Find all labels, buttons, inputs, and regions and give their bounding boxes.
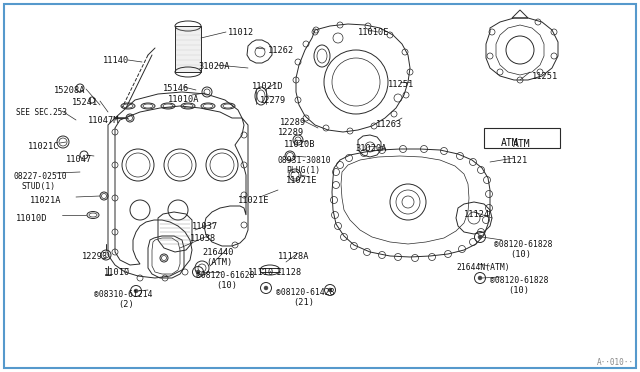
Text: 11010B: 11010B bbox=[284, 140, 316, 149]
Text: ®08120-61628: ®08120-61628 bbox=[196, 271, 255, 280]
Text: 11251: 11251 bbox=[388, 80, 414, 89]
Text: STUD(1): STUD(1) bbox=[22, 182, 56, 191]
Text: 31020A: 31020A bbox=[198, 62, 230, 71]
Text: 11110: 11110 bbox=[248, 268, 275, 277]
Circle shape bbox=[478, 276, 482, 280]
Text: 11010D: 11010D bbox=[16, 214, 47, 223]
Text: 15241: 15241 bbox=[72, 98, 99, 107]
Circle shape bbox=[134, 289, 138, 293]
Text: 31020A: 31020A bbox=[355, 144, 387, 153]
Text: A··010··: A··010·· bbox=[596, 358, 634, 367]
Circle shape bbox=[264, 286, 268, 290]
Circle shape bbox=[328, 288, 332, 292]
Text: 11251: 11251 bbox=[532, 72, 558, 81]
Text: 11263: 11263 bbox=[376, 120, 403, 129]
Text: 11037: 11037 bbox=[192, 222, 218, 231]
Text: 11021C: 11021C bbox=[28, 142, 60, 151]
Text: PLUG(1): PLUG(1) bbox=[286, 166, 320, 175]
Text: ®08120-61828: ®08120-61828 bbox=[490, 276, 548, 285]
Text: 11021E: 11021E bbox=[238, 196, 269, 205]
Text: 216440: 216440 bbox=[202, 248, 234, 257]
Text: (10): (10) bbox=[216, 281, 237, 290]
Text: 11038: 11038 bbox=[190, 234, 216, 243]
Text: 15146: 15146 bbox=[163, 84, 189, 93]
Text: 11047: 11047 bbox=[66, 155, 92, 164]
Circle shape bbox=[478, 235, 482, 239]
Text: 11010E: 11010E bbox=[358, 28, 390, 37]
Text: 11121: 11121 bbox=[502, 156, 528, 165]
Text: 11262: 11262 bbox=[268, 46, 294, 55]
Text: 11140: 11140 bbox=[103, 56, 129, 65]
Text: 11128A: 11128A bbox=[278, 252, 310, 261]
Text: 11047M: 11047M bbox=[88, 116, 120, 125]
Text: ®08310-61214: ®08310-61214 bbox=[94, 290, 152, 299]
Text: 11124: 11124 bbox=[464, 210, 490, 219]
Text: ®08120-61428: ®08120-61428 bbox=[276, 288, 335, 297]
Text: 21644N(ATM): 21644N(ATM) bbox=[456, 263, 509, 272]
Text: 11021D: 11021D bbox=[252, 82, 284, 91]
Text: 12279: 12279 bbox=[260, 96, 286, 105]
Text: 12289: 12289 bbox=[280, 118, 307, 127]
Text: 12293: 12293 bbox=[82, 252, 108, 261]
Text: (21): (21) bbox=[293, 298, 314, 307]
Text: 12289: 12289 bbox=[278, 128, 304, 137]
Text: 08931-30810: 08931-30810 bbox=[278, 156, 332, 165]
Text: 11021A: 11021A bbox=[30, 196, 61, 205]
Text: ®08120-61828: ®08120-61828 bbox=[494, 240, 552, 249]
Text: (ATM): (ATM) bbox=[206, 258, 232, 267]
Bar bbox=[484, 128, 560, 148]
Text: ATM: ATM bbox=[501, 138, 519, 148]
Bar bbox=[175, 26, 201, 72]
Text: 11021E: 11021E bbox=[286, 176, 317, 185]
Text: (10): (10) bbox=[510, 250, 531, 259]
Circle shape bbox=[196, 270, 200, 274]
Text: ATM: ATM bbox=[513, 139, 531, 149]
Text: (2): (2) bbox=[118, 300, 134, 309]
Text: 15208A: 15208A bbox=[54, 86, 86, 95]
Text: 11012: 11012 bbox=[228, 28, 254, 37]
Text: 11128: 11128 bbox=[276, 268, 302, 277]
Text: SEE SEC.253: SEE SEC.253 bbox=[16, 108, 67, 117]
Text: 11010: 11010 bbox=[104, 268, 131, 277]
Text: 08227-02510: 08227-02510 bbox=[14, 172, 68, 181]
Text: 11010A: 11010A bbox=[168, 95, 200, 104]
Text: (10): (10) bbox=[508, 286, 529, 295]
